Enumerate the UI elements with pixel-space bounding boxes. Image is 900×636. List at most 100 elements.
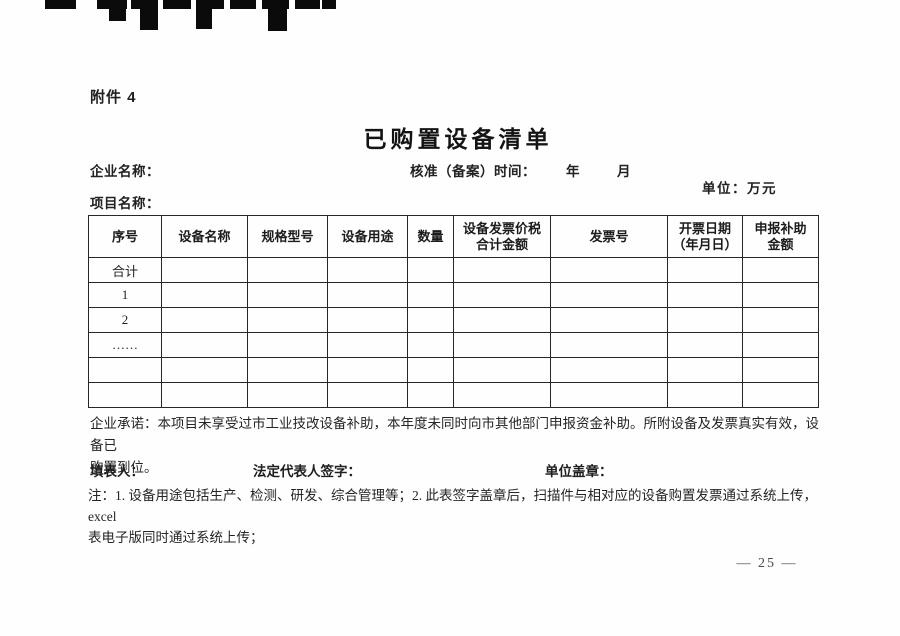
row-label-cell: 合计: [88, 257, 162, 283]
row-label-cell: [88, 357, 162, 383]
data-cell: [550, 257, 668, 283]
data-cell: [742, 307, 819, 333]
scan-mark: [295, 0, 320, 9]
data-cell: [453, 382, 551, 408]
data-cell: [453, 357, 551, 383]
scan-mark: [268, 9, 287, 31]
data-cell: [667, 307, 743, 333]
column-header: 发票号: [550, 215, 668, 258]
data-cell: [667, 257, 743, 283]
page-number: — 25 —: [736, 556, 798, 571]
unit-label: 单位：万元: [702, 181, 777, 196]
column-header: 设备发票价税 合计金额: [453, 215, 551, 258]
scan-mark: [45, 0, 76, 9]
column-header: 序号: [88, 215, 162, 258]
table-row: 1: [88, 282, 819, 308]
form-filler-label: 填表人：: [90, 464, 144, 479]
data-cell: [247, 282, 328, 308]
data-cell: [742, 332, 819, 358]
data-cell: [407, 332, 454, 358]
scan-mark: [322, 0, 336, 9]
row-label-cell: [88, 382, 162, 408]
data-cell: [161, 382, 248, 408]
data-cell: [327, 357, 408, 383]
scan-mark: [131, 0, 158, 9]
data-cell: [550, 332, 668, 358]
data-cell: [327, 332, 408, 358]
data-cell: [327, 257, 408, 283]
column-header: 设备名称: [161, 215, 248, 258]
note-text: 注：1. 设备用途包括生产、检测、研发、综合管理等；2. 此表签字盖章后，扫描件…: [88, 488, 817, 545]
data-cell: [550, 282, 668, 308]
table-row: 合计: [88, 257, 819, 283]
row-label-cell: 1: [88, 282, 162, 308]
data-cell: [667, 382, 743, 408]
data-cell: [161, 332, 248, 358]
data-cell: [453, 332, 551, 358]
data-cell: [550, 307, 668, 333]
data-cell: [327, 382, 408, 408]
data-cell: [161, 307, 248, 333]
equipment-table: 序号 设备名称 规格型号 设备用途 数量 设备发票价税 合计金额 发票号 开票日期 （年月日）…: [88, 215, 819, 408]
data-cell: [247, 382, 328, 408]
table-row: 2: [88, 307, 819, 333]
data-cell: [407, 257, 454, 283]
column-header: 申报补助 金额: [742, 215, 819, 258]
approval-time-label: 核准（备案）时间：: [410, 164, 536, 179]
table-row: [88, 357, 819, 383]
legal-rep-signature-label: 法定代表人签字：: [253, 464, 361, 479]
scan-mark: [262, 0, 289, 9]
data-cell: [161, 257, 248, 283]
data-cell: [247, 257, 328, 283]
attachment-label: 附件 4: [90, 89, 137, 106]
scan-mark: [97, 0, 127, 9]
commitment-text: 企业承诺：本项目未享受过市工业技改设备补助，本年度未同时向市其他部门申报资金补助…: [90, 416, 819, 475]
row-label-cell: ……: [88, 332, 162, 358]
row-label-cell: 2: [88, 307, 162, 333]
data-cell: [327, 282, 408, 308]
data-cell: [550, 382, 668, 408]
data-cell: [161, 357, 248, 383]
data-cell: [453, 282, 551, 308]
column-header: 规格型号: [247, 215, 328, 258]
table-row: ……: [88, 332, 819, 358]
year-label: 年: [566, 164, 580, 179]
company-seal-label: 单位盖章：: [545, 464, 613, 479]
data-cell: [550, 357, 668, 383]
data-cell: [667, 357, 743, 383]
data-cell: [407, 382, 454, 408]
scan-mark: [196, 9, 212, 29]
table-body: 合计 1 2……: [88, 257, 819, 408]
scan-mark: [163, 0, 191, 9]
data-cell: [247, 357, 328, 383]
data-cell: [453, 257, 551, 283]
document-title: 已购置设备清单: [363, 127, 553, 152]
data-cell: [327, 307, 408, 333]
company-name-label: 企业名称：: [90, 164, 160, 179]
data-cell: [247, 307, 328, 333]
table-row: [88, 382, 819, 408]
column-header: 开票日期 （年月日）: [667, 215, 743, 258]
project-name-label: 项目名称：: [90, 196, 160, 211]
data-cell: [667, 282, 743, 308]
data-cell: [742, 357, 819, 383]
data-cell: [407, 357, 454, 383]
data-cell: [742, 257, 819, 283]
data-cell: [407, 282, 454, 308]
table-header-row: 序号 设备名称 规格型号 设备用途 数量 设备发票价税 合计金额 发票号 开票日期 （年月日）…: [88, 215, 819, 258]
data-cell: [247, 332, 328, 358]
scan-mark: [109, 9, 126, 21]
scan-mark: [196, 0, 224, 9]
scan-mark: [230, 0, 256, 9]
data-cell: [742, 382, 819, 408]
column-header: 数量: [407, 215, 454, 258]
scan-mark: [140, 9, 158, 30]
data-cell: [453, 307, 551, 333]
data-cell: [742, 282, 819, 308]
column-header: 设备用途: [327, 215, 408, 258]
data-cell: [407, 307, 454, 333]
data-cell: [667, 332, 743, 358]
data-cell: [161, 282, 248, 308]
month-label: 月: [617, 164, 631, 179]
